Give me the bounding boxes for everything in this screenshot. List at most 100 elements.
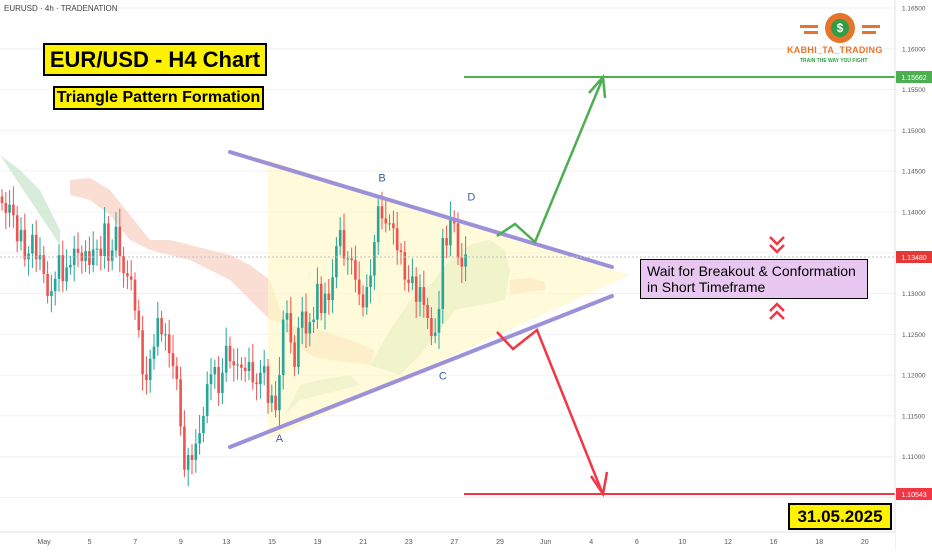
candle-body [232, 361, 236, 366]
candle-body [335, 246, 338, 278]
candle-body [350, 258, 353, 261]
candle-body [388, 223, 391, 225]
chart-title: EUR/USD - H4 Chart [43, 43, 267, 76]
price-axis-bg [895, 0, 932, 550]
price-tick-label: 1.12000 [902, 373, 926, 380]
candle-body [414, 276, 418, 302]
candle-body [31, 234, 34, 254]
candle-body [300, 311, 304, 328]
candle-body [281, 319, 285, 376]
pattern-point-labels: A B C D [276, 173, 476, 446]
candle-body [156, 318, 160, 347]
candle-body [167, 334, 171, 354]
candle-body [217, 366, 220, 394]
time-tick-label: May [37, 539, 51, 546]
candle-body [72, 248, 76, 265]
candle-body [422, 287, 426, 305]
time-tick-label: 7 [133, 539, 137, 546]
price-tick-label: 1.14000 [902, 209, 926, 216]
candle-body [145, 374, 148, 381]
candle-body [456, 223, 460, 258]
candle-body [95, 248, 99, 250]
candle-body [411, 276, 414, 283]
candle-body [373, 242, 376, 276]
candle-body [369, 275, 372, 288]
target-down-label: 1.10543 [901, 492, 926, 499]
candle-body [266, 366, 270, 403]
double-chevron-down-icon [769, 236, 785, 254]
pattern-point-b: B [378, 173, 385, 185]
candle-body [357, 279, 361, 295]
candle-body [4, 202, 8, 213]
svg-text:$: $ [837, 21, 844, 35]
candle-body [240, 364, 243, 368]
price-tick-label: 1.12500 [902, 332, 926, 339]
candle-body [27, 253, 30, 260]
time-tick-label: 15 [268, 539, 276, 546]
candle-body [445, 238, 448, 246]
candle-body [259, 372, 262, 385]
candle-body [403, 251, 407, 280]
ichimoku-cloud-bear [70, 178, 375, 365]
candle-body [308, 322, 312, 334]
price-tick-label: 1.15000 [902, 128, 926, 135]
candle-body [380, 206, 384, 219]
candle-body [354, 260, 357, 280]
candle-body [437, 309, 441, 333]
candle-body [327, 293, 331, 301]
candle-body [293, 342, 296, 367]
candle-body [84, 251, 87, 261]
bearish-arrowhead [589, 471, 609, 498]
candle-body [175, 366, 179, 380]
candle-body [449, 217, 452, 246]
candle-body [430, 318, 433, 336]
price-tick-label: 1.11500 [902, 413, 925, 420]
candle-body [289, 313, 293, 343]
candle-body [65, 267, 68, 282]
time-tick-label: 10 [679, 539, 687, 546]
target-up-label: 1.15662 [901, 75, 926, 82]
candle-body [418, 287, 422, 302]
candle-body [407, 279, 410, 283]
candle-body [61, 255, 65, 282]
pattern-point-a: A [276, 433, 284, 445]
pattern-point-d: D [467, 192, 475, 204]
candle-body [365, 287, 369, 308]
candle-body [312, 319, 315, 323]
candle-body [221, 372, 224, 394]
logo-tagline: TRAIN THE WAY YOU FIGHT [800, 58, 868, 64]
candle-body [338, 229, 342, 247]
candle-body [323, 293, 327, 314]
candle-body [50, 291, 53, 296]
candle-body [19, 229, 23, 242]
candle-body [361, 294, 365, 308]
candle-body [42, 255, 46, 274]
candle-body [278, 375, 281, 411]
candle-body [23, 229, 27, 260]
candle-body [331, 277, 334, 301]
time-axis: May 5 7 9 13 15 19 21 23 27 29 Jun 4 6 10 12 16 18 20 [37, 539, 868, 546]
candle-body [186, 455, 190, 470]
candle-body [205, 384, 209, 416]
candle-body [53, 278, 57, 292]
candle-body [243, 367, 247, 372]
candle-body [148, 358, 152, 381]
candle-body [164, 334, 167, 336]
candle-body [122, 256, 125, 274]
time-tick-label: 21 [359, 539, 367, 546]
breakout-note: Wait for Breakout & Conformation in Shor… [640, 259, 868, 299]
candle-body [464, 254, 467, 267]
candle-body [57, 255, 61, 279]
candle-body [137, 310, 141, 331]
candle-body [433, 332, 437, 336]
candle-body [152, 346, 156, 359]
candle-body [392, 223, 395, 229]
double-chevron-up-icon [769, 302, 785, 320]
candle-body [15, 215, 19, 242]
candle-body [460, 257, 464, 267]
candle-body [376, 206, 380, 243]
candle-body [213, 366, 217, 375]
candle-body [190, 455, 194, 460]
ichimoku-cloud-bull [0, 155, 60, 245]
candle-body [88, 251, 91, 265]
